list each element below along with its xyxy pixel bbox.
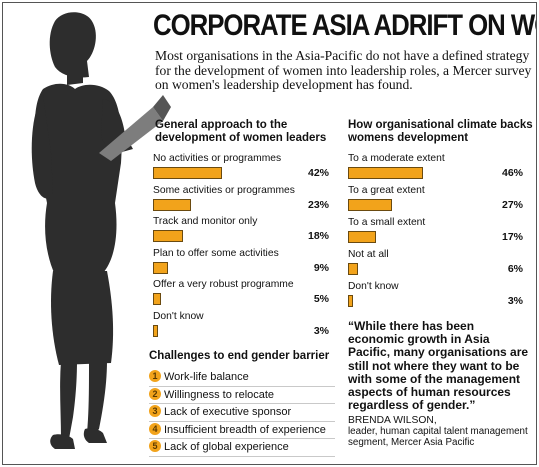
intro-text: Most organisations in the Asia-Pacific d…: [155, 48, 532, 93]
divider: [149, 403, 335, 405]
challenge-number-badge: 2: [149, 387, 161, 400]
pull-quote: “While there has been economic growth in…: [348, 319, 529, 413]
quote-attribution-role: leader, human capital talent management …: [348, 426, 528, 448]
bar-label: No activities or programmes: [153, 153, 282, 164]
bar: [153, 324, 158, 337]
bar-label: Track and monitor only: [153, 216, 258, 227]
bar-value-label: 46%: [501, 167, 523, 179]
challenge-label: Lack of executive sponsor: [164, 406, 292, 419]
challenge-number-badge: 1: [149, 370, 161, 382]
bar: [153, 198, 191, 211]
bar: [348, 231, 376, 243]
bar-value-label: 42%: [307, 167, 329, 179]
challenge-label: Work-life balance: [164, 371, 249, 383]
laptop-icon: [99, 95, 171, 161]
challenge-item: 3 Lack of executive sponsor: [149, 405, 291, 420]
challenge-label: Insufficient breadth of experience: [164, 423, 326, 436]
bar-value-label: 23%: [307, 198, 329, 211]
divider: [149, 455, 335, 457]
bar-label: To a small extent: [348, 217, 426, 228]
bar-label: Some activities or programmes: [153, 184, 295, 196]
challenge-number-badge: 4: [149, 422, 161, 435]
challenge-item: 1 Work-life balance: [149, 370, 249, 385]
bar: [153, 293, 162, 305]
bar: [153, 167, 222, 179]
chart-title-general-approach: General approach to the development of w…: [155, 119, 327, 144]
bar-value-label: 18%: [307, 230, 329, 242]
challenge-item: 2 Willingness to relocate: [149, 387, 275, 403]
bar-value-label: 27%: [501, 199, 523, 211]
bar: [348, 263, 358, 275]
bar-label: Don't know: [153, 310, 204, 322]
bar-label: Offer a very robust programme: [153, 279, 294, 290]
challenges-title: Challenges to end gender barrier: [149, 350, 330, 362]
challenge-number-badge: 3: [149, 405, 161, 418]
challenge-label: Lack of global experience: [164, 441, 289, 454]
quote-attribution-name: BRENDA WILSON,: [348, 415, 437, 426]
bar-value-label: 3%: [313, 324, 329, 337]
bar-label: To a moderate extent: [348, 153, 445, 164]
bar-value-label: 5%: [313, 293, 329, 305]
divider: [149, 385, 335, 387]
challenge-item: 4 Insufficient breadth of experience: [149, 422, 326, 438]
bar: [348, 167, 423, 179]
bar-label: Don't know: [348, 281, 399, 292]
divider: [149, 438, 335, 440]
challenge-number-badge: 5: [149, 440, 161, 453]
bar: [153, 230, 183, 242]
divider: [149, 420, 335, 422]
challenge-item: 5 Lack of global experience: [149, 440, 289, 455]
bar-value-label: 17%: [501, 231, 523, 243]
bar: [348, 295, 353, 307]
bar-value-label: 9%: [313, 261, 329, 274]
businesswoman-silhouette-icon: [31, 12, 171, 449]
bar-label: Not at all: [348, 249, 389, 260]
bar-value-label: 3%: [507, 295, 523, 307]
bar: [153, 261, 168, 274]
bar: [348, 199, 392, 211]
chart-title-organisational-climate: How organisational climate backs womens …: [348, 119, 533, 144]
headline: CORPORATE ASIA ADRIFT ON WOMEN: [153, 9, 536, 42]
challenge-label: Willingness to relocate: [164, 388, 275, 401]
bar-label: Plan to offer some activities: [153, 247, 279, 259]
bar-value-label: 6%: [507, 263, 523, 275]
bar-label: To a great extent: [348, 185, 425, 196]
